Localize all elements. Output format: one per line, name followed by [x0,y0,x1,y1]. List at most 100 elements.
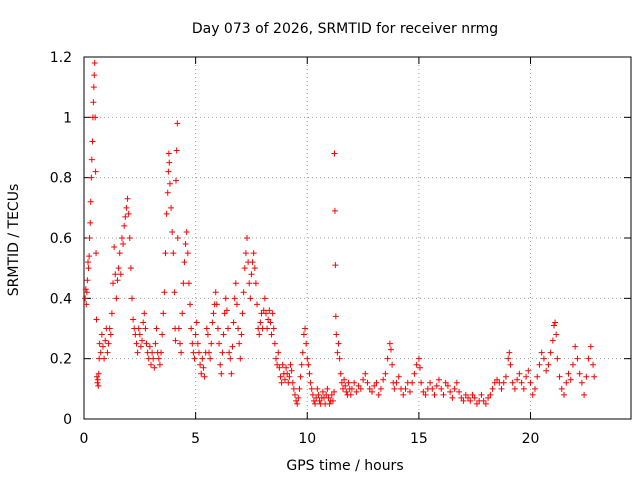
data-point [153,325,160,332]
data-point [178,349,185,356]
data-point [113,295,120,302]
data-point [440,391,447,398]
data-point [98,331,105,338]
data-point [230,319,237,326]
data-point [563,379,570,386]
data-point [371,382,378,389]
data-point [487,391,494,398]
data-point [262,310,269,317]
data-point [587,343,594,350]
data-point [415,355,422,362]
data-point [393,379,400,386]
data-point [187,301,194,308]
data-point [139,337,146,344]
data-point [111,244,118,251]
data-point [102,337,109,344]
data-point [553,331,560,338]
data-point [208,340,215,347]
data-point [288,367,295,374]
y-tick-label: 1.2 [50,50,72,66]
data-point [552,319,559,326]
data-point [377,385,384,392]
data-point [550,322,557,329]
data-point [110,280,117,287]
data-point [191,355,198,362]
data-point [242,250,249,257]
data-point [478,391,485,398]
data-point [99,343,106,350]
data-point [297,373,304,380]
data-point [129,295,136,302]
data-point [214,325,221,332]
data-point [192,331,199,338]
data-point [140,319,147,326]
data-point [543,367,550,374]
data-point [323,391,330,398]
data-point [333,331,340,338]
data-point [206,349,213,356]
data-point [121,222,128,229]
data-point [105,340,112,347]
data-point [218,370,225,377]
data-point [332,313,339,320]
data-point [220,331,227,338]
data-point [161,289,168,296]
data-point [163,210,170,217]
data-point [266,307,273,314]
data-point [246,280,253,287]
data-point [590,361,597,368]
data-point [117,271,124,278]
data-point [305,361,312,368]
data-point [534,373,541,380]
data-point [494,376,501,383]
data-point [298,361,305,368]
data-point [93,250,100,257]
data-point [165,168,172,175]
data-point [304,355,311,362]
data-point [173,147,180,154]
data-point [324,385,331,392]
data-point [118,235,125,241]
data-point [156,361,163,368]
data-point [92,168,99,175]
data-point [268,331,275,338]
data-point [384,355,391,362]
data-point [413,361,420,368]
x-tick-label: 10 [298,431,316,447]
data-point [456,388,463,395]
data-point [278,379,285,386]
data-point [165,150,172,157]
data-point [92,114,99,121]
data-point [287,361,294,368]
data-point [581,391,588,398]
data-point [442,379,449,386]
data-point [417,364,424,371]
data-point [210,310,217,317]
data-point [389,361,396,368]
data-point [331,207,338,214]
data-point [274,361,281,368]
data-point [252,280,259,287]
data-point [225,325,232,332]
data-point [467,397,474,404]
data-point [312,400,319,407]
data-point [127,265,134,272]
data-point [116,250,123,257]
chart-title: Day 073 of 2026, SRMTID for receiver nrm… [192,21,498,37]
data-point [239,310,246,317]
data-point [267,319,274,326]
data-point [433,382,440,389]
data-point [260,307,267,314]
data-point [227,355,234,362]
data-point [85,265,92,272]
data-point [281,376,288,383]
data-point [87,198,94,205]
tick-labels: 0 0.2 0.4 0.6 0.8 1 1.2 0 5 10 15 20 [50,50,540,447]
data-point [438,385,445,392]
data-point [506,349,513,356]
data-point [460,397,467,404]
data-point [480,397,487,404]
data-point [422,391,429,398]
data-point [195,349,202,356]
data-point [576,370,583,377]
